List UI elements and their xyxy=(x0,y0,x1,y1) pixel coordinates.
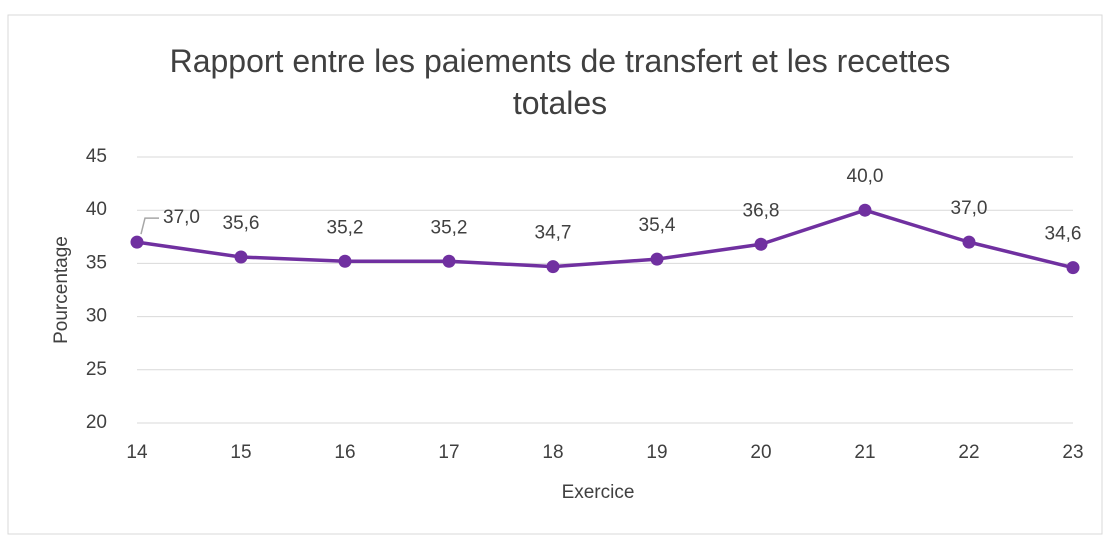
x-tick-label: 19 xyxy=(646,442,667,463)
point xyxy=(1066,261,1080,275)
y-tick-label: 40 xyxy=(86,199,107,220)
line xyxy=(136,208,1074,270)
x-tick-label: 21 xyxy=(854,442,875,463)
y-tick-label: 45 xyxy=(86,146,107,167)
leader-line xyxy=(140,217,159,235)
data-label: 35,4 xyxy=(639,215,676,236)
point xyxy=(234,250,248,264)
data-label: 35,2 xyxy=(431,217,468,238)
chart-title: Rapport entre les paiements de transfert… xyxy=(169,43,951,121)
y-tick-label: 35 xyxy=(86,252,107,273)
point xyxy=(858,203,872,217)
data-label: 35,6 xyxy=(223,213,260,234)
point xyxy=(338,254,352,268)
y-axis-label: Pourcentage xyxy=(51,236,72,344)
y-tick-label: 20 xyxy=(86,412,107,433)
x-axis-label: Exercice xyxy=(562,482,635,503)
x-tick-label: 18 xyxy=(542,442,563,463)
point xyxy=(650,252,664,266)
point xyxy=(754,237,768,251)
point xyxy=(130,235,144,249)
x-tick-label: 14 xyxy=(126,442,148,463)
x-tick-label: 22 xyxy=(958,442,979,463)
x-tick-label: 15 xyxy=(230,442,251,463)
x-tick-label: 23 xyxy=(1062,442,1083,463)
data-label: 34,7 xyxy=(535,223,572,244)
point xyxy=(962,235,976,249)
data-label: 36,8 xyxy=(743,200,780,221)
data-label: 37,0 xyxy=(163,207,200,228)
data-label: 34,6 xyxy=(1045,224,1082,245)
x-tick-label: 20 xyxy=(750,442,771,463)
y-tick-label: 30 xyxy=(86,306,107,327)
x-tick-label: 17 xyxy=(438,442,459,463)
data-label: 35,2 xyxy=(327,217,364,238)
y-tick-label: 25 xyxy=(86,359,107,380)
point xyxy=(442,254,456,268)
data-label: 37,0 xyxy=(951,198,988,219)
chart-border xyxy=(7,14,1103,535)
data-label: 40,0 xyxy=(847,166,884,187)
point xyxy=(546,260,560,274)
x-tick-label: 16 xyxy=(334,442,355,463)
